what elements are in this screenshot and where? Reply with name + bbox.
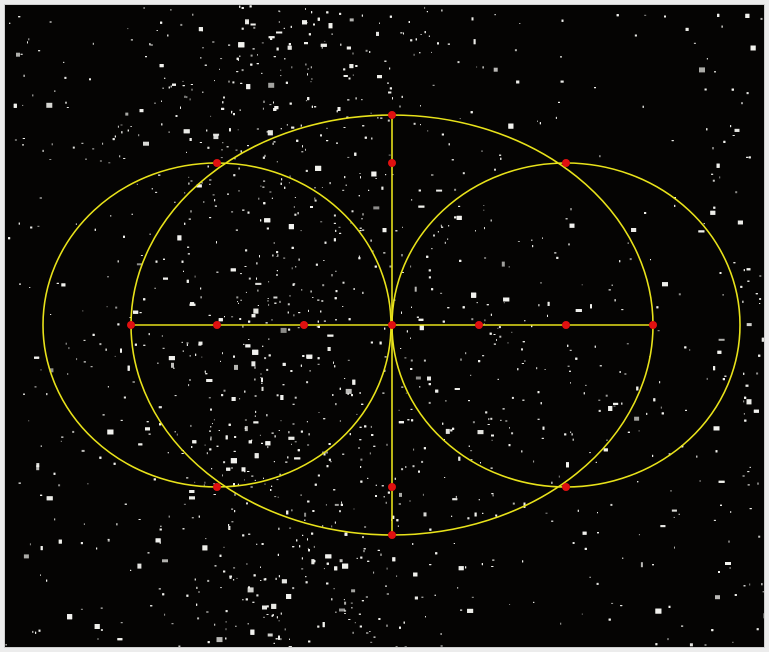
marker-point: [388, 483, 396, 491]
marker-point: [213, 159, 221, 167]
noise-texture: [5, 5, 764, 647]
marker-point: [300, 321, 308, 329]
marker-point: [388, 321, 396, 329]
geometric-overlay: [42, 111, 741, 539]
marker-point: [475, 321, 483, 329]
marker-point: [562, 483, 570, 491]
marker-point: [649, 321, 657, 329]
marker-point: [562, 321, 570, 329]
marker-point: [213, 483, 221, 491]
marker-point: [562, 159, 570, 167]
marker-point: [388, 111, 396, 119]
marker-point: [213, 321, 221, 329]
image-canvas: [4, 4, 765, 648]
marker-point: [388, 531, 396, 539]
marker-point: [388, 159, 396, 167]
marker-point: [127, 321, 135, 329]
